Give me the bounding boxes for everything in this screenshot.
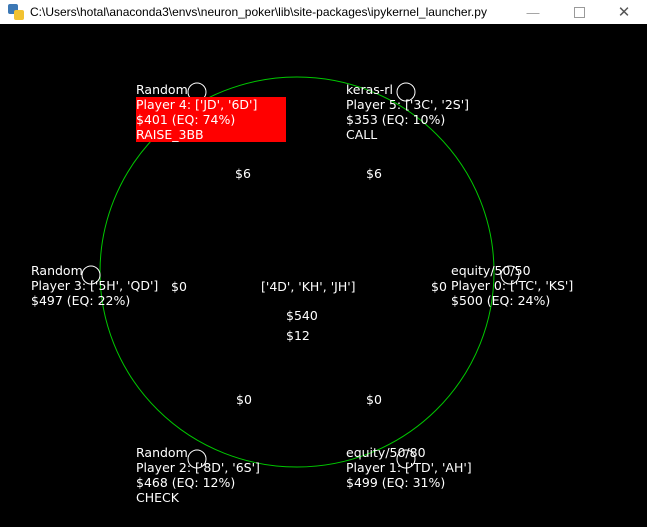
bet-bottom-right: $0 [366, 392, 382, 407]
player-stack: $468 (EQ: 12%) [136, 475, 236, 490]
player-label: Player 5: ['3C', '2S'] [346, 97, 470, 112]
seat-marker-top-right [396, 82, 416, 102]
current-bet-amount: $12 [286, 328, 310, 343]
python-icon [8, 4, 24, 20]
minimize-button[interactable]: — [526, 4, 540, 20]
player-1-panel: equity/50/80 Player 1: ['TD', 'AH'] $499… [346, 445, 472, 490]
player-stack: $500 (EQ: 24%) [451, 293, 551, 308]
player-strategy: keras-rl [346, 82, 393, 97]
active-player-highlight: Player 4: ['JD', '6D'] $401 (EQ: 74%) RA… [136, 97, 286, 142]
player-stack: $499 (EQ: 31%) [346, 475, 446, 490]
player-strategy: equity/50/80 [346, 445, 426, 460]
bet-top-right: $6 [366, 166, 382, 181]
poker-table-canvas: Random Player 4: ['JD', '6D'] $401 (EQ: … [0, 24, 647, 527]
player-action: CHECK [136, 490, 179, 505]
player-strategy: equity/50/50 [451, 263, 531, 278]
player-action: RAISE_3BB [136, 127, 204, 142]
community-cards: ['4D', 'KH', 'JH'] [261, 279, 356, 294]
player-label: Player 0: ['TC', 'KS'] [451, 278, 574, 293]
window-title: C:\Users\hotal\anaconda3\envs\neuron_pok… [30, 5, 487, 19]
maximize-icon [573, 6, 585, 18]
seat-marker-bottom-right [396, 449, 416, 469]
pot-amount: $540 [286, 308, 318, 323]
seat-marker-left [81, 265, 101, 285]
player-strategy: Random [136, 445, 188, 460]
player-label: Player 3: ['5H', 'QD'] [31, 278, 159, 293]
player-0-panel: equity/50/50 Player 0: ['TC', 'KS'] $500… [451, 263, 573, 308]
bet-bottom-left: $0 [236, 392, 252, 407]
player-4-panel: Random Player 4: ['JD', '6D'] $401 (EQ: … [136, 82, 286, 142]
player-3-panel: Random Player 3: ['5H', 'QD'] $497 (EQ: … [31, 263, 158, 308]
player-action: CALL [346, 127, 378, 142]
window-titlebar: C:\Users\hotal\anaconda3\envs\neuron_pok… [0, 0, 647, 24]
player-2-panel: Random Player 2: ['8D', '6S'] $468 (EQ: … [136, 445, 260, 505]
maximize-button[interactable] [556, 0, 602, 24]
bet-right: $0 [431, 279, 447, 294]
seat-marker-bottom-left [187, 449, 207, 469]
bet-top-left: $6 [235, 166, 251, 181]
table-graphics [81, 76, 520, 469]
player-strategy: Random [31, 263, 83, 278]
player-label: Player 1: ['TD', 'AH'] [346, 460, 472, 475]
player-label: Player 2: ['8D', '6S'] [136, 460, 260, 475]
bet-left: $0 [171, 279, 187, 294]
player-label: Player 4: ['JD', '6D'] [136, 97, 258, 112]
player-5-panel: keras-rl Player 5: ['3C', '2S'] $353 (EQ… [346, 82, 469, 142]
player-stack: $353 (EQ: 10%) [346, 112, 446, 127]
player-strategy: Random [136, 82, 188, 97]
close-button[interactable]: ✕ [617, 4, 631, 21]
player-stack: $401 (EQ: 74%) [136, 112, 236, 127]
seat-marker-right [500, 265, 520, 285]
player-stack: $497 (EQ: 22%) [31, 293, 131, 308]
